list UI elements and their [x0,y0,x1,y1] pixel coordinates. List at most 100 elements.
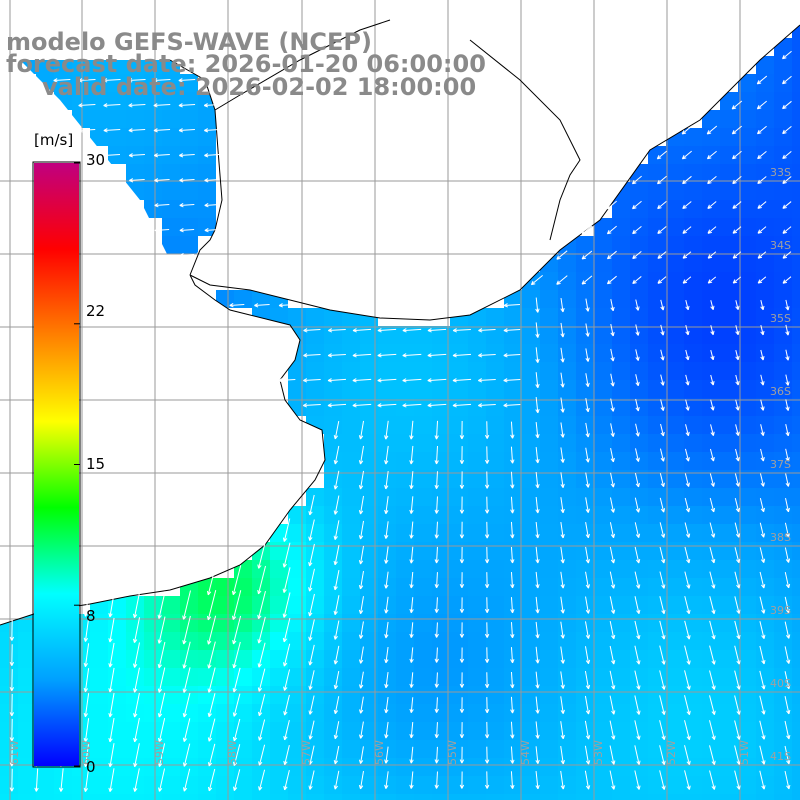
wind-cell [684,686,702,704]
wind-cell [648,398,666,416]
wind-arrow [759,770,766,790]
wind-cell [558,290,576,308]
wind-cell [540,578,558,596]
wind-arrow [635,299,640,311]
wind-cell [594,488,612,506]
wind-cell [558,308,576,326]
wind-cell [792,704,800,722]
wind-cell [630,344,648,362]
wind-cell [684,722,702,740]
wind-cell [540,344,558,362]
wind-cell [684,758,702,776]
wind-arrow [258,769,266,791]
wind-cell [666,146,684,164]
wind-arrow [584,621,591,639]
wind-cell [630,182,648,200]
wind-cell [684,164,702,182]
wind-arrow [510,721,515,739]
wind-cell [432,416,450,434]
wind-arrow [709,448,715,462]
wind-arrow [760,448,765,462]
wind-cell [684,524,702,542]
wind-cell [504,488,522,506]
wind-cell [198,200,216,218]
wind-cell [360,704,378,722]
wind-cell [630,524,648,542]
wind-arrow [409,471,414,490]
wind-cell [612,326,630,344]
wind-cell [486,632,504,650]
wind-arrow [560,745,565,765]
wind-arrow [560,696,565,714]
wind-arrow [182,768,191,792]
wind-cell [720,164,738,182]
wind-arrow [459,771,465,789]
wind-arrow [384,596,389,614]
wind-arrow [584,671,591,690]
wind-arrow [535,347,540,363]
wind-cell [396,686,414,704]
wind-cell [558,722,576,740]
wind-cell [756,200,774,218]
wind-cell [576,272,594,290]
wind-cell [162,722,180,740]
wind-cell [414,398,432,416]
wind-cell [756,74,774,92]
wind-cell [666,452,684,470]
wind-arrow [207,641,216,669]
wind-cell [792,110,800,128]
wind-cell [558,740,576,758]
wind-cell [702,722,720,740]
wind-arrow [682,201,692,210]
wind-arrow [510,746,515,764]
wind-cell [792,488,800,506]
wind-cell [162,704,180,722]
wind-cell [360,560,378,578]
wind-cell [738,326,756,344]
wind-cell [342,794,360,800]
wind-arrow [560,472,565,489]
longitude-label: 56W [373,740,386,765]
wind-cell [756,326,774,344]
latitude-label: 37S [770,458,791,471]
wind-cell [288,794,306,800]
wind-cell [792,200,800,218]
wind-cell [252,758,270,776]
wind-cell [792,38,800,56]
wind-cell [612,272,630,290]
wind-cell [558,668,576,686]
wind-arrow [257,668,266,692]
wind-arrow [434,597,439,613]
wind-cell [216,596,234,614]
wind-cell [450,326,468,344]
wind-cell [720,470,738,488]
wind-arrow [153,153,170,158]
wind-cell [594,596,612,614]
wind-cell [216,686,234,704]
wind-cell [576,452,594,470]
wind-arrow [278,378,296,383]
wind-cell [234,722,252,740]
wind-arrow [784,720,791,740]
wind-cell [684,128,702,146]
longitude-label: 57W [300,740,313,765]
wind-arrow [535,521,540,539]
wind-arrow [635,374,640,387]
wind-cell [666,524,684,542]
wind-cell [450,470,468,488]
wind-cell [720,398,738,416]
wind-arrow [682,251,692,259]
wind-cell [756,416,774,434]
wind-cell [396,344,414,362]
wind-cell [792,542,800,560]
wind-cell [126,650,144,668]
wind-cell [378,686,396,704]
wind-cell [774,164,792,182]
wind-cell [378,740,396,758]
wind-cell [342,722,360,740]
wind-cell [306,326,324,344]
wind-cell [684,416,702,434]
wind-arrow [402,353,422,358]
wind-cell [90,686,108,704]
wind-cell [360,344,378,362]
